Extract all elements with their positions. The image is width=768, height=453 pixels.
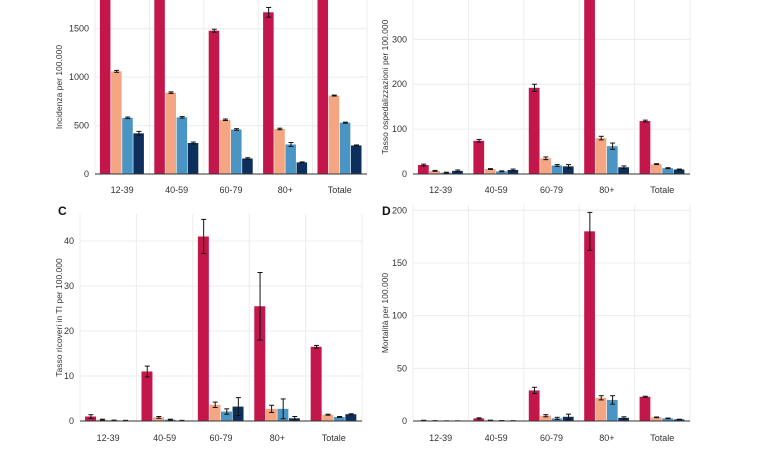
y-tick-label-a-0: 0	[84, 169, 89, 179]
bar-a-1-1	[165, 93, 176, 174]
y-tick-label-d-1: 50	[397, 363, 407, 373]
x-tick-label-d-2: 60-79	[540, 433, 563, 443]
bar-a-4-1	[329, 96, 340, 174]
bar-a-0-0	[100, 0, 111, 174]
y-tick-label-c-3: 30	[64, 281, 74, 291]
bar-a-0-3	[133, 133, 144, 174]
y-tick-label-c-2: 20	[64, 326, 74, 336]
bar-a-3-3	[297, 162, 308, 174]
y-axis-label-c: Tasso ricoveri in TI per 100.000	[54, 258, 64, 377]
bar-d-4-0	[640, 397, 651, 421]
bar-c-4-0	[311, 347, 322, 421]
bar-a-4-0	[317, 0, 328, 174]
y-tick-label-d-4: 200	[392, 205, 407, 215]
y-tick-label-d-2: 100	[392, 311, 407, 321]
panel-d: 0 50 100 150 200 12-39 40-59 60-79 80+ Totale Mort…	[380, 204, 690, 443]
bar-a-2-2	[231, 129, 242, 174]
y-tick-label-b-0: 0	[402, 169, 407, 179]
bar-c-4-3	[345, 414, 356, 421]
x-tick-label-d-1: 40-59	[485, 433, 508, 443]
y-tick-label-d-0: 0	[402, 416, 407, 426]
x-tick-label-b-3: 80+	[599, 185, 614, 195]
y-tick-label-b-2: 200	[392, 79, 407, 89]
bar-a-3-0	[263, 12, 274, 174]
y-tick-label-c-4: 40	[64, 236, 74, 246]
x-tick-label-c-2: 60-79	[209, 433, 232, 443]
bar-b-3-0	[584, 0, 595, 174]
x-tick-label-d-0: 12-39	[429, 433, 452, 443]
bar-b-3-2	[607, 146, 618, 174]
bar-d-2-0	[529, 390, 540, 421]
x-tick-label-a-0: 12-39	[111, 185, 134, 195]
x-tick-label-c-1: 40-59	[153, 433, 176, 443]
y-tick-label-c-0: 0	[69, 416, 74, 426]
bar-b-4-0	[640, 121, 651, 174]
bar-a-4-3	[351, 145, 362, 174]
y-tick-label-c-1: 10	[64, 371, 74, 381]
x-tick-label-a-1: 40-59	[165, 185, 188, 195]
bar-a-2-3	[242, 159, 253, 174]
bar-a-3-1	[274, 129, 285, 174]
x-tick-label-b-0: 12-39	[429, 185, 452, 195]
bar-b-4-1	[651, 164, 662, 174]
y-tick-label-b-3: 300	[392, 34, 407, 44]
x-tick-label-a-4: Totale	[328, 185, 352, 195]
bar-a-4-2	[340, 123, 351, 174]
panel-a: 0 500 1000 1500 12-39 40-59 60-79 80+ Totale Inci…	[54, 0, 367, 195]
x-tick-label-a-2: 60-79	[219, 185, 242, 195]
y-tick-label-a-2: 1000	[69, 72, 89, 82]
bar-c-1-0	[141, 372, 152, 422]
bar-b-1-0	[473, 141, 484, 174]
bar-a-0-1	[111, 71, 122, 174]
bar-b-2-1	[540, 158, 551, 174]
y-axis-label-a: Incidenza per 100.000	[54, 45, 64, 129]
panel-label-c: C	[58, 204, 67, 218]
x-tick-label-c-3: 80+	[270, 433, 285, 443]
y-tick-label-b-1: 100	[392, 124, 407, 134]
bar-c-2-0	[198, 237, 209, 422]
bar-a-0-2	[122, 118, 133, 174]
bar-b-3-1	[596, 138, 607, 174]
x-tick-label-d-3: 80+	[599, 433, 614, 443]
bar-a-1-0	[154, 0, 165, 174]
bar-a-2-0	[209, 31, 220, 174]
y-tick-label-d-3: 150	[392, 258, 407, 268]
y-tick-label-a-3: 1500	[69, 24, 89, 34]
x-tick-label-c-4: Totale	[322, 433, 346, 443]
y-tick-label-a-1: 500	[74, 121, 89, 131]
bar-a-1-3	[188, 143, 199, 174]
x-tick-label-d-4: Totale	[650, 433, 674, 443]
x-tick-label-b-2: 60-79	[540, 185, 563, 195]
bar-d-3-1	[596, 398, 607, 421]
x-tick-label-c-0: 12-39	[97, 433, 120, 443]
y-axis-label-d: Mortalità per 100.000	[380, 273, 390, 354]
bar-a-2-1	[220, 120, 231, 174]
bar-d-3-0	[584, 231, 595, 421]
bar-a-1-2	[177, 117, 188, 174]
x-tick-label-b-1: 40-59	[485, 185, 508, 195]
x-tick-label-a-3: 80+	[278, 185, 293, 195]
panel-b: 010020030040012-3940-5960-7980+TotaleTas…	[380, 0, 690, 195]
x-tick-label-b-4: Totale	[650, 185, 674, 195]
bar-a-3-2	[285, 144, 296, 174]
panel-label-d: D	[382, 204, 391, 218]
panel-c: 0 10 20 30 40 12-39 40-59 60-79 80+ Totale Tasso r…	[54, 204, 362, 443]
bar-b-2-0	[529, 88, 540, 174]
y-axis-label-b: Tasso ospedalizzazioni per 100.000	[380, 19, 390, 154]
